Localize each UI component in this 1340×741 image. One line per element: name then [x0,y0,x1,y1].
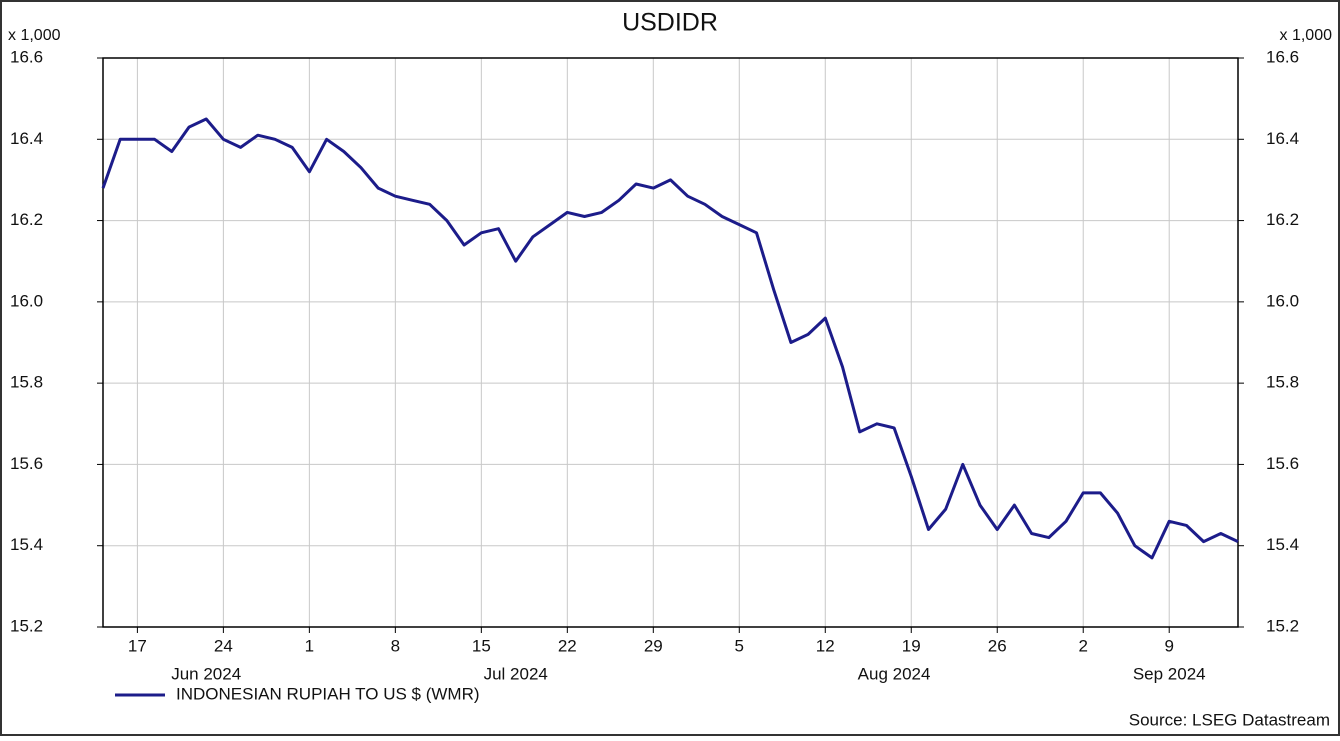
x-tick-label: 22 [558,636,577,655]
x-tick-label: 9 [1164,636,1173,655]
x-tick-label: 5 [735,636,744,655]
y2-tick-label: 16.0 [1266,291,1299,310]
line-series [101,117,1239,560]
y-tick-label: 15.2 [10,616,43,635]
y-unit-left: x 1,000 [8,27,61,44]
x-tick-label: 2 [1078,636,1087,655]
y-tick-label: 16.6 [10,47,43,66]
y-unit-right: x 1,000 [1280,27,1333,44]
y2-tick-label: 16.2 [1266,210,1299,229]
source: Source: LSEG Datastream [1129,710,1330,729]
y-tick-label: 15.6 [10,454,43,473]
y-tick-label: 16.0 [10,291,43,310]
month-label: Jun 2024 [171,664,241,683]
x-tick-label: 15 [472,636,491,655]
y2-tick-label: 16.4 [1266,129,1299,148]
x-tick-label: 8 [391,636,400,655]
month-label: Sep 2024 [1133,664,1206,683]
x-tick-label: 12 [816,636,835,655]
y2-tick-label: 15.8 [1266,373,1299,392]
legend-label: INDONESIAN RUPIAH TO US $ (WMR) [176,684,480,703]
y2-tick-label: 16.6 [1266,47,1299,66]
x-tick-label: 24 [214,636,233,655]
y-tick-label: 15.4 [10,535,43,554]
y-tick-label: 16.2 [10,210,43,229]
x-tick-label: 26 [988,636,1007,655]
month-label: Aug 2024 [858,664,931,683]
y-tick-label: 15.8 [10,373,43,392]
month-label: Jul 2024 [484,664,548,683]
x-tick-label: 19 [902,636,921,655]
x-tick-label: 1 [305,636,314,655]
y2-tick-label: 15.2 [1266,616,1299,635]
y2-tick-label: 15.4 [1266,535,1299,554]
plot-area [102,57,1239,628]
x-tick-label: 29 [644,636,663,655]
x-tick-label: 17 [128,636,147,655]
y2-tick-label: 15.6 [1266,454,1299,473]
chart-title: USDIDR [622,9,718,37]
y-tick-label: 16.4 [10,129,43,148]
